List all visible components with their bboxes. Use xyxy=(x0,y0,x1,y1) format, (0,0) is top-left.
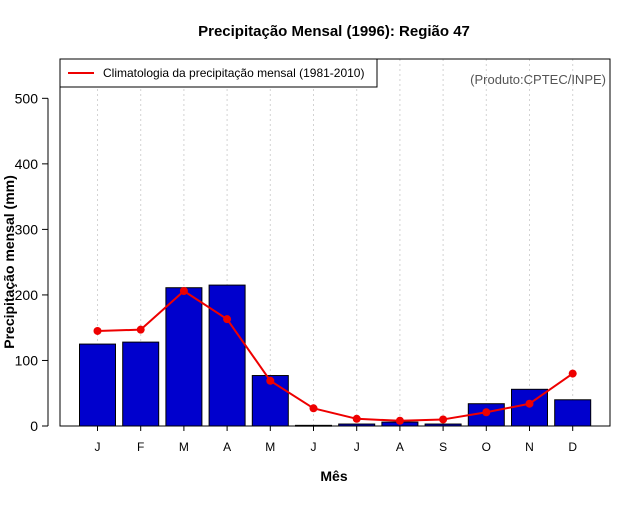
y-tick-label: 0 xyxy=(30,418,38,434)
y-axis-label: Precipitação mensal (mm) xyxy=(1,175,17,349)
x-tick-label-4: A xyxy=(223,440,231,454)
climatology-point-5 xyxy=(266,376,275,385)
y-axis: 0 100 200 300 400 500 xyxy=(15,90,49,434)
line-series xyxy=(93,286,577,425)
x-tick-label-7: J xyxy=(354,440,360,454)
x-tick-label-12: D xyxy=(568,440,577,454)
climatology-point-3 xyxy=(179,286,188,295)
climatology-point-12 xyxy=(568,369,577,378)
x-tick-label-11: N xyxy=(525,440,534,454)
climatology-point-2 xyxy=(136,325,145,334)
climatology-point-10 xyxy=(482,408,491,417)
bar-m-3 xyxy=(165,287,203,427)
x-tick-label-8: A xyxy=(396,440,404,454)
climatology-point-6 xyxy=(309,404,318,413)
climatology-point-11 xyxy=(525,399,534,408)
x-tick-label-9: S xyxy=(439,440,447,454)
y-tick-label: 300 xyxy=(15,221,39,237)
y-tick-label: 200 xyxy=(15,287,39,303)
bar-d-12 xyxy=(554,399,592,427)
climatology-point-1 xyxy=(93,326,102,335)
x-axis-label: Mês xyxy=(320,468,347,484)
x-tick-label-3: M xyxy=(179,440,189,454)
y-tick-label: 400 xyxy=(15,156,39,172)
legend: Climatologia da precipitação mensal (198… xyxy=(59,58,378,88)
y-tick-label: 500 xyxy=(15,90,39,106)
x-tick-label-5: M xyxy=(265,440,275,454)
chart-title: Precipitação Mensal (1996): Região 47 xyxy=(198,23,470,40)
climatology-line xyxy=(97,289,574,422)
x-tick-label-1: J xyxy=(95,440,101,454)
climatology-point-9 xyxy=(439,415,448,424)
bar-j-1 xyxy=(79,343,116,427)
y-tick-label: 100 xyxy=(15,352,39,368)
legend-label: Climatologia da precipitação mensal (198… xyxy=(103,66,364,80)
bar-a-4 xyxy=(208,284,246,427)
bar-series xyxy=(79,284,592,427)
climatology-point-4 xyxy=(223,315,232,324)
climatology-point-8 xyxy=(395,416,404,425)
climatology-point-7 xyxy=(352,414,361,423)
product-credit: (Produto:CPTEC/INPE) xyxy=(470,72,606,87)
legend-box xyxy=(59,58,378,88)
x-tick-label-10: O xyxy=(482,440,491,454)
bar-f-2 xyxy=(122,341,160,427)
x-tick-label-6: J xyxy=(311,440,317,454)
x-tick-label-2: F xyxy=(137,440,144,454)
